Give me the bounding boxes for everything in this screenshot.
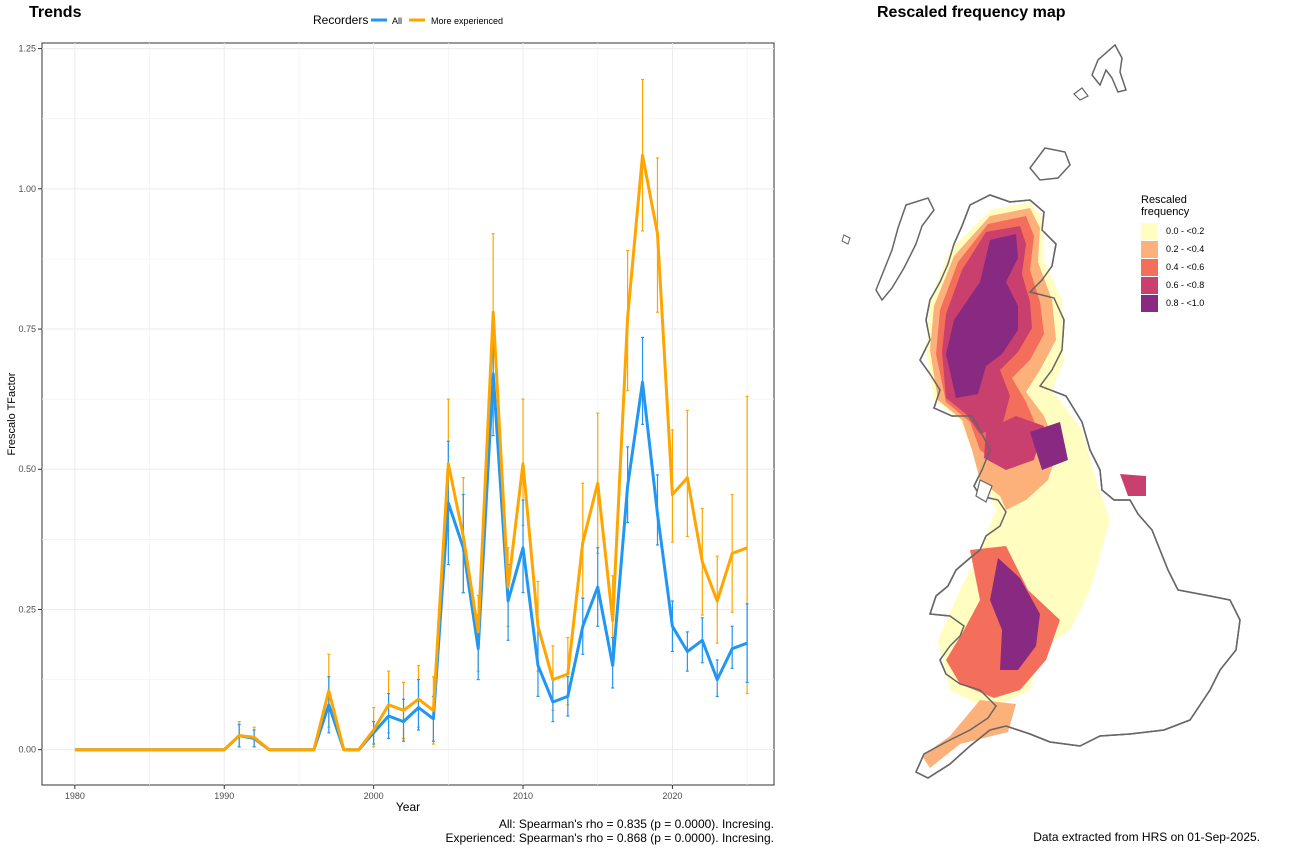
series-line-experienced <box>74 153 748 752</box>
st-kilda-outline <box>841 234 851 245</box>
y-tick-label: 1.25 <box>18 44 36 54</box>
fair-isle-outline <box>1073 87 1089 101</box>
map-legend-swatch <box>1141 276 1158 294</box>
y-axis-ticks: 0.00 0.25 0.50 0.75 1.00 1.25 <box>18 44 42 755</box>
map-legend-swatch <box>1141 258 1158 276</box>
y-tick-label: 0.25 <box>18 604 36 614</box>
map-legend-swatch <box>1141 240 1158 258</box>
x-tick-label: 1980 <box>65 791 85 801</box>
map-legend-label: 0.8 - <1.0 <box>1166 298 1205 308</box>
freq-band-4b <box>1030 422 1068 470</box>
x-tick-label: 2000 <box>364 791 384 801</box>
legend-title: Recorders <box>313 13 368 27</box>
legend-label-experienced: More experienced <box>431 16 503 26</box>
freq-band-3b <box>984 416 1044 470</box>
x-tick-label: 2020 <box>662 791 682 801</box>
y-tick-label: 0.50 <box>18 464 36 474</box>
recorders-legend: Recorders All More experienced <box>313 13 503 27</box>
map-legend-swatch <box>1141 294 1158 312</box>
map-legend-item: 0.2 - <0.4 <box>1141 240 1211 258</box>
x-tick-label: 1990 <box>214 791 234 801</box>
gb-outline-overlay <box>915 194 1241 779</box>
stats-all: All: Spearman's rho = 0.835 (p = 0.0000)… <box>498 817 774 831</box>
map-legend-label: 0.4 - <0.6 <box>1166 262 1205 272</box>
stats-experienced: Experienced: Spearman's rho = 0.868 (p =… <box>445 831 775 845</box>
map-legend-label: 0.0 - <0.2 <box>1166 226 1205 236</box>
map-legend-label: 0.6 - <0.8 <box>1166 280 1205 290</box>
map-legend-label: 0.2 - <0.4 <box>1166 244 1205 254</box>
trend-chart: Recorders All More experienced 1980 1990 2… <box>6 13 775 814</box>
freq-band-4 <box>946 234 1018 398</box>
grid <box>42 43 774 785</box>
error-bar-all <box>745 603 749 683</box>
outer-hebrides-outline <box>875 197 935 302</box>
map-legend-item: 0.6 - <0.8 <box>1141 276 1211 294</box>
map-legend-title: Rescaled frequency <box>1141 194 1190 218</box>
spearman-stats: All: Spearman's rho = 0.835 (p = 0.0000)… <box>446 817 775 845</box>
frequency-map <box>841 43 1241 779</box>
map-title: Rescaled frequency map <box>877 4 1066 21</box>
x-axis-label: Year <box>396 800 420 814</box>
orkney-outline <box>1029 147 1071 181</box>
freq-band-4w <box>990 558 1040 670</box>
map-legend-item: 0.8 - <1.0 <box>1141 294 1211 312</box>
isle-of-man-outline <box>975 479 993 503</box>
error-bar-experienced <box>685 409 689 538</box>
error-bar-all <box>416 678 420 731</box>
frequency-shading <box>922 202 1146 768</box>
x-axis-ticks: 1980 1990 2000 2010 2020 <box>65 785 682 801</box>
map-legend-item: 0.0 - <0.2 <box>1141 222 1211 240</box>
freq-band-1sw <box>922 700 1016 768</box>
map-legend-swatch <box>1141 222 1158 240</box>
map-legend: Rescaled frequency 0.0 - <0.2 0.2 - <0.4 0… <box>1141 194 1211 312</box>
trends-title: Trends <box>29 4 82 21</box>
map-legend-item: 0.4 - <0.6 <box>1141 258 1211 276</box>
plot-panel <box>41 42 775 786</box>
y-axis-label: Frescalo TFactor <box>6 372 18 455</box>
y-tick-label: 0.75 <box>18 324 36 334</box>
y-tick-label: 1.00 <box>18 184 36 194</box>
extract-note: Data extracted from HRS on 01-Sep-2025. <box>1033 830 1260 844</box>
freq-band-3c <box>1120 474 1146 496</box>
series-lines <box>74 153 748 752</box>
shetland-outline <box>1091 43 1127 93</box>
y-tick-label: 0.00 <box>18 745 36 755</box>
x-tick-label: 2010 <box>513 791 533 801</box>
legend-label-all: All <box>392 16 402 26</box>
